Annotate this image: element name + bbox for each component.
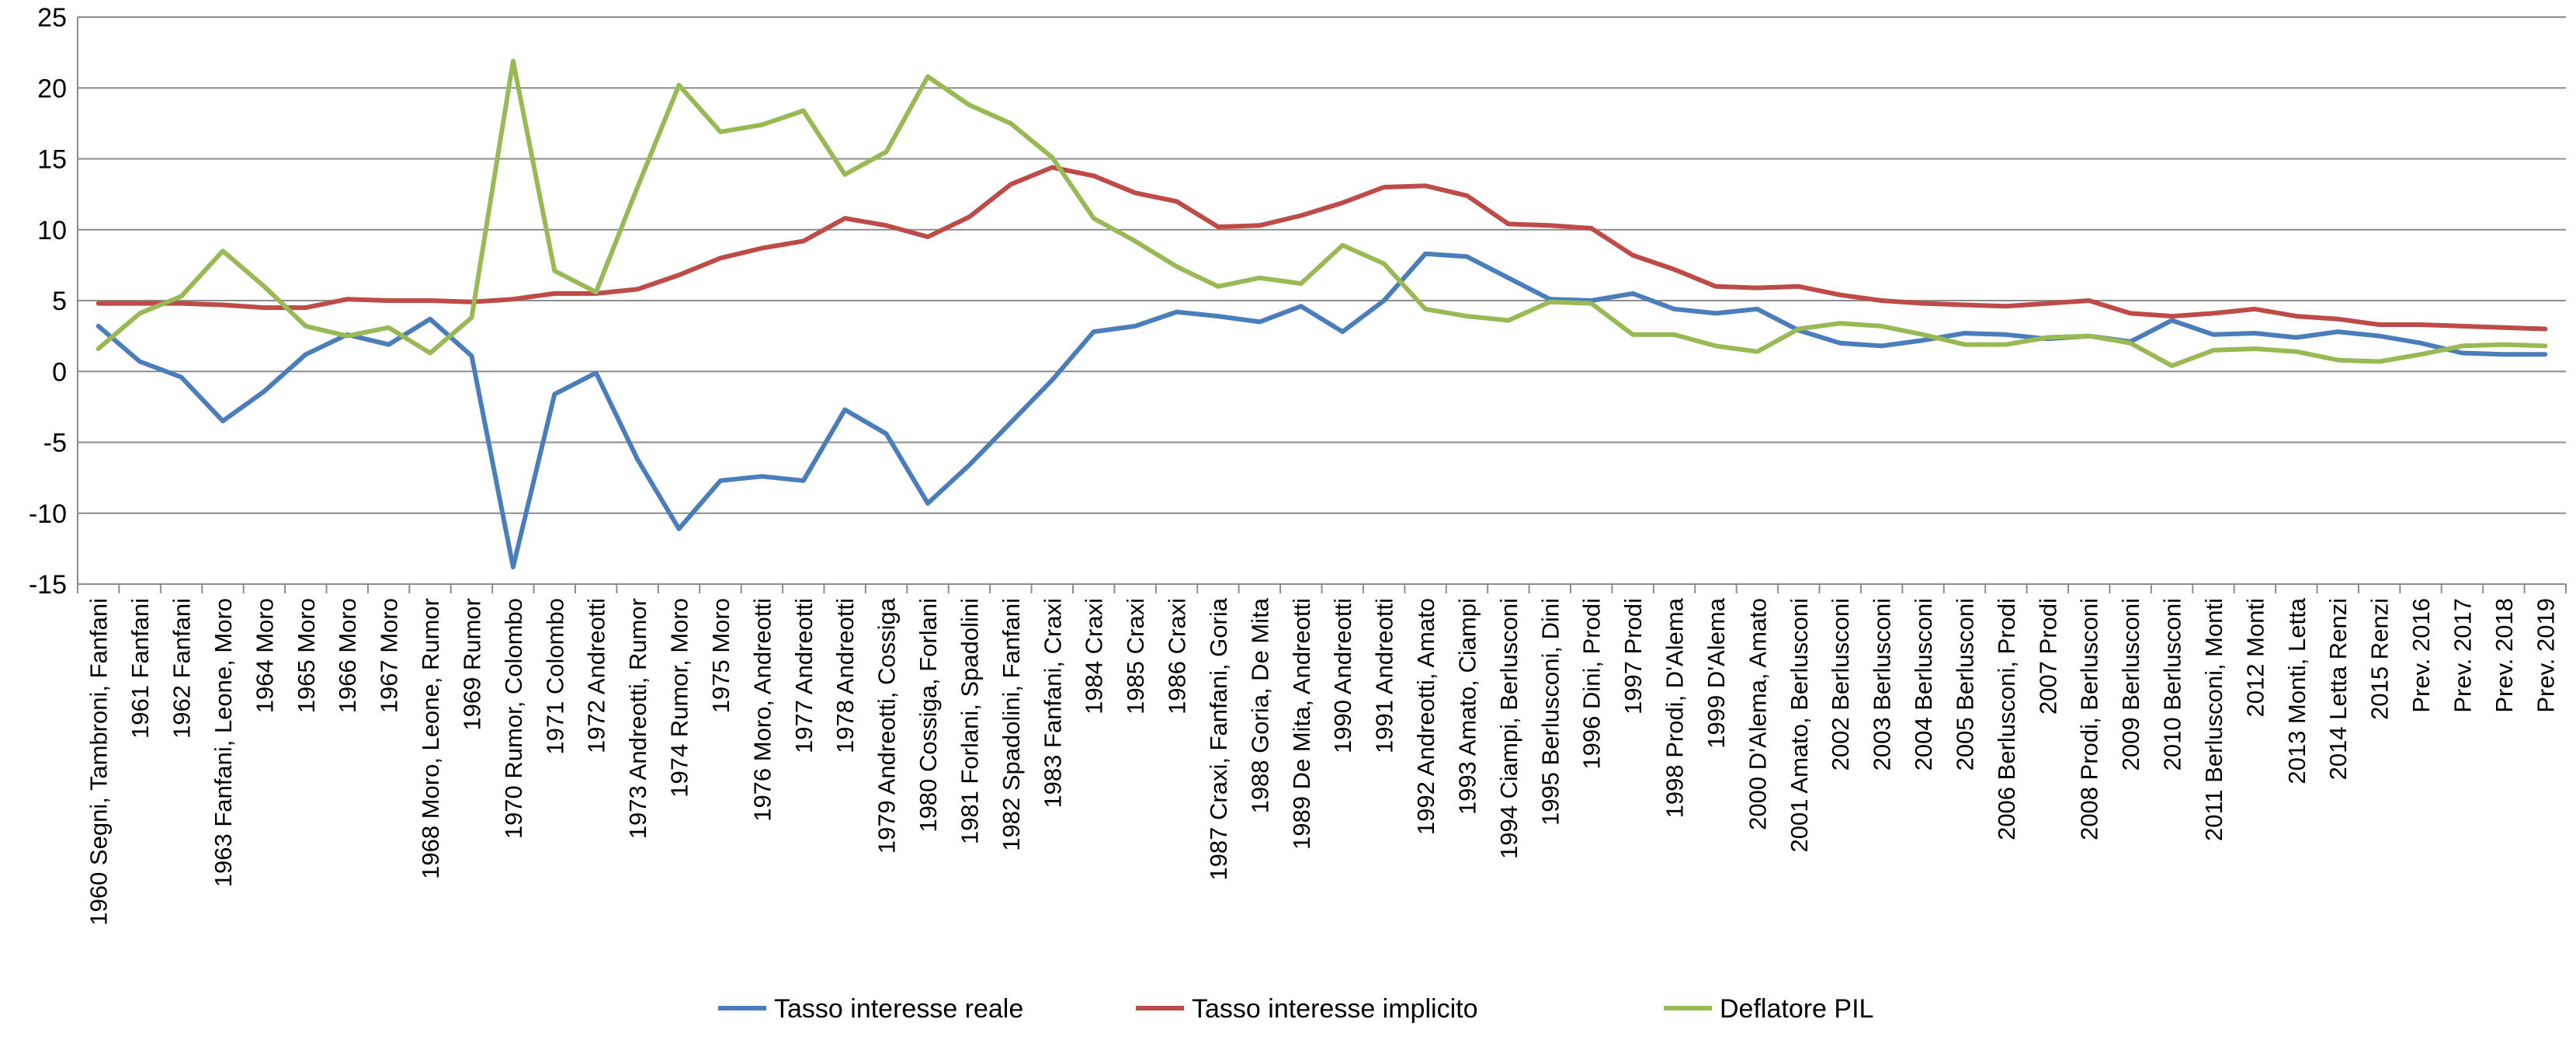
x-tick-label: 1983 Fanfani, Craxi [1039, 598, 1066, 809]
x-tick-label: 2012 Monti [2241, 598, 2269, 717]
x-tick-label: Prev. 2019 [2532, 598, 2559, 713]
series-line-3 [95, 58, 2548, 368]
x-tick-label: 1990 Andreotti [1329, 598, 1356, 753]
x-tick-label: Prev. 2018 [2491, 598, 2518, 713]
x-tick-label: 1980 Cossiga, Forlani [915, 598, 942, 833]
x-tick-label: 1998 Prodi, D'Alema [1661, 597, 1689, 818]
legend-label-3: Deflatore PIL [1720, 994, 1873, 1024]
x-tick-label: 2010 Berlusconi [2159, 598, 2186, 770]
x-tick-label: 1977 Andreotti [790, 598, 818, 753]
x-tick-label: 1996 Dini, Prodi [1578, 598, 1606, 770]
series-line-2 [95, 165, 2548, 332]
x-tick-label: 1966 Moro [334, 598, 361, 713]
x-tick-label: 2011 Berlusconi, Monti [2200, 598, 2227, 841]
y-tick-label: 10 [37, 216, 67, 245]
x-tick-label: 2000 D'Alema, Amato [1744, 598, 1771, 830]
legend-label-1: Tasso interesse reale [774, 994, 1023, 1024]
y-tick-label: -5 [43, 429, 67, 458]
x-tick-label: 1995 Berlusconi, Dini [1536, 598, 1564, 826]
x-tick-label: 2006 Berlusconi, Prodi [1993, 598, 2020, 840]
x-tick-label: 1981 Forlani, Spadolini [956, 598, 983, 844]
x-tick-label: 2009 Berlusconi [2117, 598, 2144, 770]
x-tick-label: 1973 Andreotti, Rumor [624, 598, 651, 839]
y-tick-label: 5 [52, 287, 67, 316]
x-tick-label: 1965 Moro [293, 598, 320, 713]
x-tick-label: Prev. 2017 [2449, 598, 2476, 713]
x-tick-label: 1994 Ciampi, Berlusconi [1495, 598, 1522, 859]
y-tick-label: -15 [29, 570, 67, 600]
x-tick-label: 1991 Andreotti [1371, 598, 1398, 753]
y-tick-label: -10 [29, 499, 67, 529]
x-tick-label: 2003 Berlusconi [1869, 598, 1896, 770]
x-tick-label: 1970 Rumor, Colombo [500, 598, 527, 839]
x-tick-label: 1993 Amato, Ciampi [1453, 598, 1481, 815]
x-tick-label: 2013 Monti, Letta [2283, 597, 2310, 784]
y-tick-label: 20 [37, 74, 67, 103]
x-tick-label: 1982 Spadolini, Fanfani [998, 598, 1025, 851]
x-tick-label: 1962 Fanfani [168, 598, 196, 739]
y-tick-label: 15 [37, 145, 67, 175]
x-tick-label: 1974 Rumor, Moro [666, 598, 693, 798]
x-tick-label: 1963 Fanfani, Leone, Moro [210, 598, 237, 887]
x-tick-label: 1984 Craxi [1081, 598, 1108, 715]
x-tick-label: 1968 Moro, Leone, Rumor [417, 598, 444, 879]
x-tick-label: 1986 Craxi [1164, 598, 1191, 715]
y-tick-label: 25 [37, 3, 67, 33]
x-tick-label: 1971 Colombo [541, 598, 568, 755]
x-tick-label: 2014 Letta Renzi [2324, 598, 2352, 780]
x-tick-label: 2005 Berlusconi [1951, 598, 1978, 770]
x-tick-label: 1961 Fanfani [127, 598, 154, 739]
x-tick-label: 1987 Craxi, Fanfani, Goria [1205, 597, 1232, 880]
x-tick-label: 1985 Craxi [1122, 598, 1149, 715]
x-tick-label: 1967 Moro [376, 598, 403, 713]
x-tick-label: 1978 Andreotti [831, 598, 859, 753]
x-tick-label: 1969 Rumor [458, 598, 485, 731]
y-tick-label: 0 [52, 357, 67, 387]
x-tick-label: 1975 Moro [707, 598, 734, 713]
x-tick-label: 1999 D'Alema [1703, 597, 1730, 749]
x-tick-label: 2007 Prodi [2034, 598, 2061, 715]
x-tick-label: 2008 Prodi, Berlusconi [2076, 598, 2103, 840]
x-tick-label: 1972 Andreotti [583, 598, 610, 753]
x-tick-label: 2015 Renzi [2366, 598, 2394, 720]
x-tick-label: 1988 Goria, De Mita [1246, 597, 1273, 813]
x-tick-label: Prev. 2016 [2408, 598, 2435, 713]
x-tick-label: 1976 Moro, Andreotti [748, 598, 776, 822]
x-tick-label: 2004 Berlusconi [1910, 598, 1937, 770]
x-tick-label: 1979 Andreotti, Cossiga [873, 597, 901, 854]
x-tick-label: 1992 Andreotti, Amato [1412, 598, 1439, 835]
x-tick-label: 1960 Segni, Tambroni, Fanfani [85, 598, 113, 926]
x-tick-label: 1997 Prodi [1620, 598, 1647, 715]
x-tick-label: 1964 Moro [251, 598, 278, 713]
series-line-1 [95, 251, 2548, 570]
legend-label-2: Tasso interesse implicito [1192, 994, 1477, 1024]
x-tick-label: 1989 De Mita, Andreotti [1288, 598, 1315, 850]
x-tick-label: 2001 Amato, Berlusconi [1786, 598, 1813, 852]
x-tick-label: 2002 Berlusconi [1827, 598, 1854, 770]
